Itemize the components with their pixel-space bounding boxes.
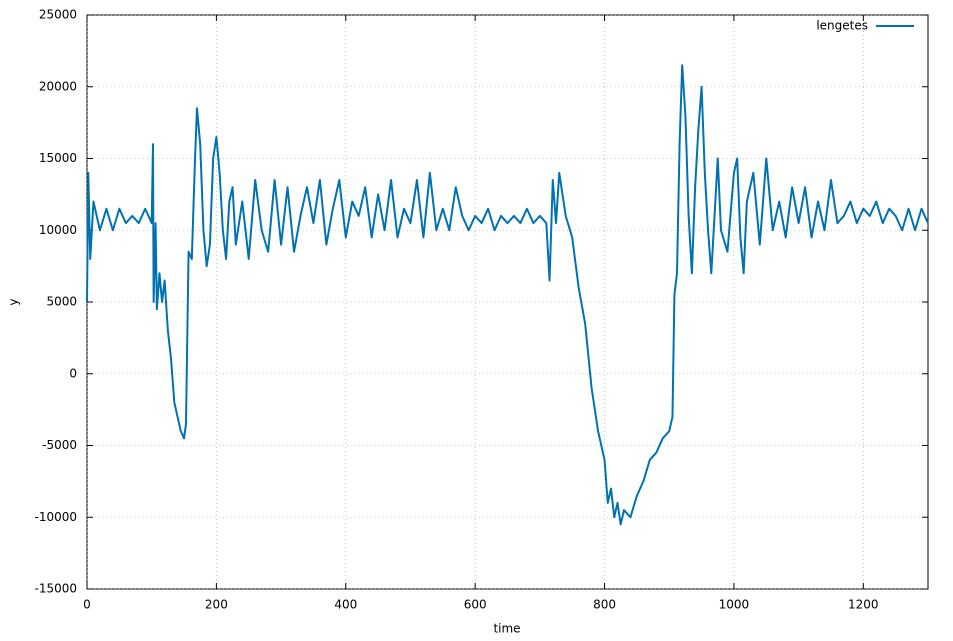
y-axis-label: y — [7, 298, 21, 305]
x-tick-label: 1200 — [848, 598, 879, 612]
y-tick-label: -10000 — [34, 510, 77, 524]
y-tick-label: 10000 — [39, 223, 77, 237]
x-tick-label: 1000 — [719, 598, 750, 612]
y-tick-label: -15000 — [34, 582, 77, 596]
y-tick-label: 5000 — [46, 295, 77, 309]
x-tick-label: 400 — [334, 598, 357, 612]
data-line — [86, 64, 929, 526]
y-tick-label: 0 — [69, 366, 77, 380]
legend-label: lengetes — [816, 19, 868, 33]
y-tick-label: 20000 — [39, 79, 77, 93]
x-tick-label: 600 — [464, 598, 487, 612]
y-tick-label: 25000 — [39, 8, 77, 22]
x-tick-label: 800 — [593, 598, 616, 612]
x-axis-label: time — [493, 622, 520, 636]
x-tick-label: 0 — [83, 598, 91, 612]
x-tick-label: 200 — [205, 598, 228, 612]
y-tick-label: 15000 — [39, 151, 77, 165]
y-tick-label: -5000 — [42, 438, 77, 452]
